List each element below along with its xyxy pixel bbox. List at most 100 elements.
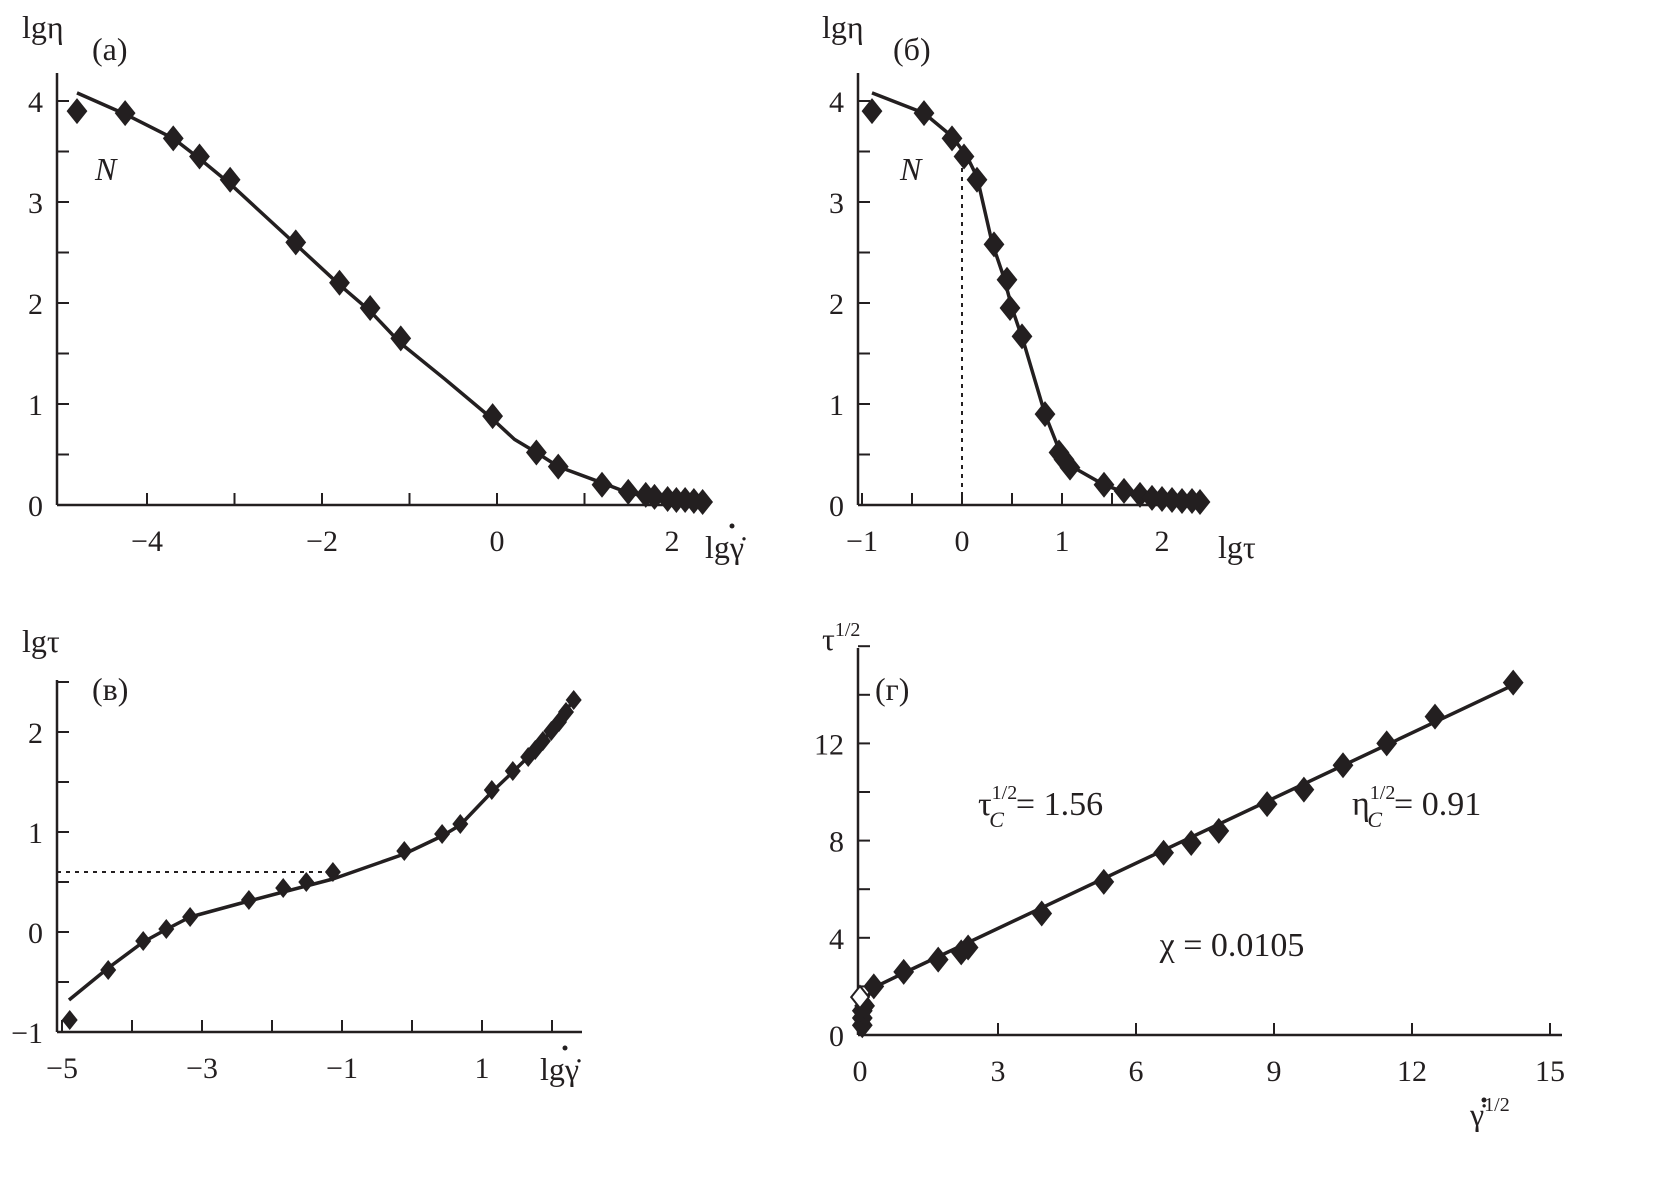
data-point — [329, 269, 350, 296]
panel-label: (г) — [875, 671, 909, 707]
x-tick-label: 0 — [955, 525, 970, 558]
data-point — [1293, 776, 1315, 803]
y-tick-label: 4 — [829, 923, 844, 956]
data-point — [1093, 868, 1115, 895]
eta-critical-annotation-sub: C — [1367, 807, 1382, 832]
panel-label: (в) — [92, 671, 128, 707]
tau-critical-annotation-value: = 1.56 — [1016, 786, 1103, 823]
x-tick-label: 12 — [1397, 1055, 1427, 1088]
panel-label: (a) — [92, 31, 128, 67]
chi-annotation: χ = 0.0105 — [1159, 927, 1305, 964]
data-point — [999, 295, 1021, 322]
data-point — [1376, 730, 1398, 757]
y-tick-label: 1 — [28, 817, 43, 850]
data-point — [565, 690, 582, 710]
x-tick-label: −1 — [846, 525, 878, 558]
data-point — [863, 973, 885, 1000]
data-point — [100, 960, 117, 980]
data-point — [189, 143, 210, 170]
data-point — [966, 166, 988, 193]
x-tick-label: −4 — [131, 525, 163, 558]
x-tick-label: 0 — [490, 525, 505, 558]
eta-critical-annotation-sup: 1/2 — [1370, 782, 1396, 804]
data-point — [983, 231, 1005, 258]
data-point — [1153, 839, 1174, 866]
x-tick-label: 2 — [1155, 525, 1170, 558]
data-point — [644, 483, 665, 510]
x-tick-label: −5 — [46, 1052, 78, 1085]
curve-label: N — [94, 151, 118, 187]
data-point — [591, 471, 613, 498]
data-point — [953, 143, 975, 170]
fit-curve — [871, 91, 1203, 504]
data-point — [547, 453, 569, 480]
data-point — [452, 814, 469, 834]
tau-critical-annotation: τ1/2 C = 1.56 — [978, 782, 1103, 832]
panel-a: −4 −2 0 2 0 1 2 3 4 lgη lgγ̇ (a) N — [22, 9, 746, 565]
data-point — [390, 325, 412, 352]
x-axis-label: lgτ — [1218, 529, 1256, 565]
data-point — [324, 862, 341, 882]
data-point — [483, 780, 500, 800]
data-point — [240, 890, 257, 910]
x-tick-label: −3 — [186, 1052, 218, 1085]
data-point — [558, 702, 574, 722]
y-tick-label: 8 — [829, 826, 844, 859]
eta-critical-annotation: η1/2 C = 0.91 — [1352, 782, 1481, 832]
y-tick-label: 2 — [28, 288, 43, 321]
data-point — [135, 931, 152, 951]
panel-v: −5 −3 −1 1 −1 0 1 2 lgτ lgγ̇ (в) — [11, 623, 582, 1087]
x-tick-label: 1 — [475, 1052, 490, 1085]
data-point — [692, 488, 714, 515]
data-point — [927, 946, 949, 973]
y-tick-label: 0 — [829, 490, 844, 523]
y-axis-label: τ1/2 — [822, 619, 860, 657]
y-axis-label: lgη — [822, 9, 864, 45]
data-point — [162, 125, 184, 152]
data-point — [61, 1010, 78, 1030]
data-point — [913, 100, 935, 127]
data-point — [504, 761, 521, 781]
data-point — [1093, 471, 1115, 498]
data-point — [1208, 817, 1230, 844]
x-tick-label: 6 — [1129, 1055, 1144, 1088]
data-point — [114, 100, 136, 127]
data-point — [434, 824, 451, 844]
y-tick-label: 3 — [829, 187, 844, 220]
x-tick-label: 3 — [991, 1055, 1006, 1088]
data-point — [534, 731, 551, 751]
data-point — [285, 229, 307, 256]
data-point — [275, 878, 292, 898]
data-point — [1502, 669, 1524, 696]
y-tick-label: 0 — [28, 490, 43, 523]
x-tick-label: 15 — [1535, 1055, 1565, 1088]
x-tick-label: −1 — [326, 1052, 358, 1085]
data-point — [1011, 323, 1033, 350]
y-tick-label: 1 — [28, 389, 43, 422]
dot-accent-icon — [562, 1045, 568, 1051]
data-point — [219, 166, 241, 193]
eta-critical-annotation-value: = 0.91 — [1394, 786, 1481, 823]
y-tick-label: 12 — [814, 728, 844, 761]
fit-curve — [67, 698, 576, 1002]
tau-critical-annotation-sub: C — [989, 807, 1004, 832]
panel-label: (б) — [893, 31, 931, 67]
data-point — [1424, 703, 1446, 730]
x-tick-label: 1 — [1055, 525, 1070, 558]
y-axis-label: lgη — [22, 9, 64, 45]
y-tick-label: 2 — [829, 288, 844, 321]
data-point — [1180, 830, 1202, 857]
x-tick-label: 0 — [853, 1055, 868, 1088]
data-point — [1059, 454, 1081, 481]
x-axis-label-sup: 1/2 — [1484, 1094, 1510, 1116]
y-tick-label: 3 — [28, 187, 43, 220]
data-point — [158, 919, 175, 939]
y-tick-label: 4 — [829, 86, 844, 119]
data-point — [1256, 791, 1278, 818]
data-point — [1332, 752, 1354, 779]
y-axis-label-sup: 1/2 — [835, 619, 861, 641]
data-point — [996, 266, 1018, 293]
y-tick-label: −1 — [11, 1017, 43, 1050]
